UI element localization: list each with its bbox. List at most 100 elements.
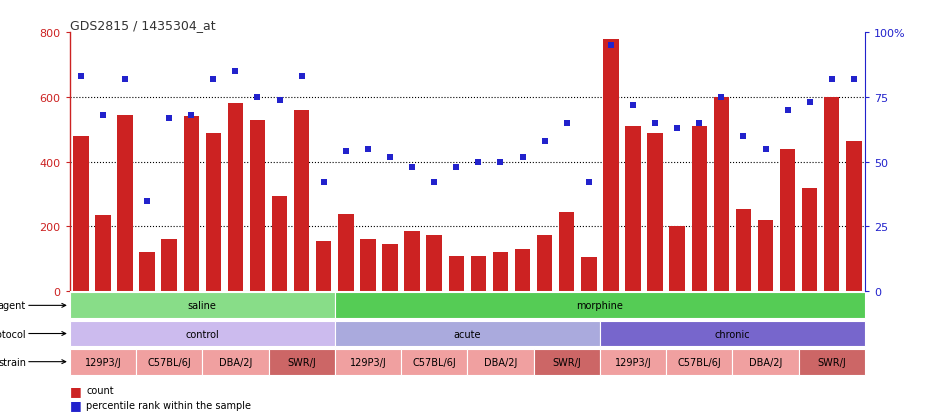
Bar — [666, 349, 733, 375]
Point — [647, 120, 662, 127]
Text: ■: ■ — [70, 384, 82, 397]
Text: C57BL/6J: C57BL/6J — [147, 357, 191, 367]
Bar — [117, 116, 133, 292]
Bar — [604, 40, 618, 292]
Text: strain: strain — [0, 357, 66, 367]
Bar — [713, 98, 729, 292]
Point — [515, 154, 530, 160]
Text: DBA/2J: DBA/2J — [219, 357, 252, 367]
Text: control: control — [185, 329, 219, 339]
Bar — [401, 349, 467, 375]
Text: GDS2815 / 1435304_at: GDS2815 / 1435304_at — [70, 19, 216, 32]
Bar — [468, 349, 534, 375]
Bar — [600, 321, 865, 347]
Bar — [427, 235, 442, 292]
Point — [493, 159, 508, 166]
Point — [294, 74, 309, 80]
Bar — [339, 214, 353, 292]
Point — [538, 138, 552, 145]
Text: morphine: morphine — [577, 301, 623, 311]
Bar — [360, 240, 376, 292]
Text: 129P3/J: 129P3/J — [85, 357, 121, 367]
Text: C57BL/6J: C57BL/6J — [412, 357, 456, 367]
Bar — [162, 240, 177, 292]
Bar — [405, 232, 419, 292]
Point — [692, 120, 707, 127]
Point — [604, 43, 618, 49]
Point — [758, 146, 773, 153]
Bar — [269, 349, 335, 375]
Bar — [515, 249, 530, 292]
Bar — [581, 258, 596, 292]
Bar — [537, 235, 552, 292]
Bar — [780, 150, 795, 292]
Point — [228, 69, 243, 75]
Point — [626, 102, 641, 109]
Point — [206, 76, 220, 83]
Point — [405, 164, 419, 171]
Bar — [382, 245, 398, 292]
Bar — [136, 349, 203, 375]
Text: percentile rank within the sample: percentile rank within the sample — [86, 400, 251, 410]
Bar — [335, 349, 401, 375]
Point — [272, 97, 287, 104]
Bar — [183, 117, 199, 292]
Point — [670, 126, 684, 132]
Bar — [625, 127, 641, 292]
Bar — [95, 216, 111, 292]
Text: SWR/J: SWR/J — [287, 357, 316, 367]
Point — [96, 112, 111, 119]
Text: saline: saline — [188, 301, 217, 311]
Point — [449, 164, 464, 171]
Point — [427, 180, 442, 186]
Bar — [600, 349, 666, 375]
Text: acute: acute — [454, 329, 481, 339]
Bar — [335, 293, 865, 318]
Bar — [802, 188, 817, 292]
Bar — [758, 221, 773, 292]
Text: protocol: protocol — [0, 329, 66, 339]
Bar — [316, 242, 331, 292]
Bar — [670, 227, 684, 292]
Point — [73, 74, 88, 80]
Point — [382, 154, 397, 160]
Point — [824, 76, 839, 83]
Bar — [733, 349, 799, 375]
Bar — [799, 349, 865, 375]
Bar — [70, 293, 335, 318]
Bar — [846, 141, 861, 292]
Point — [117, 76, 132, 83]
Bar — [534, 349, 600, 375]
Point — [780, 107, 795, 114]
Point — [714, 95, 729, 101]
Text: DBA/2J: DBA/2J — [749, 357, 782, 367]
Point — [162, 115, 177, 122]
Bar — [294, 111, 310, 292]
Point — [471, 159, 485, 166]
Bar — [448, 256, 464, 292]
Point — [339, 149, 353, 155]
Text: DBA/2J: DBA/2J — [484, 357, 517, 367]
Point — [316, 180, 331, 186]
Bar — [824, 98, 840, 292]
Point — [581, 180, 596, 186]
Bar — [203, 349, 269, 375]
Bar — [692, 127, 707, 292]
Bar — [70, 349, 136, 375]
Text: SWR/J: SWR/J — [552, 357, 581, 367]
Point — [140, 198, 154, 204]
Bar — [228, 104, 243, 292]
Bar — [250, 120, 265, 292]
Bar — [206, 133, 221, 292]
Point — [559, 120, 574, 127]
Point — [250, 95, 265, 101]
Point — [361, 146, 376, 153]
Bar — [736, 209, 751, 292]
Point — [846, 76, 861, 83]
Point — [184, 112, 199, 119]
Text: agent: agent — [0, 301, 66, 311]
Bar — [70, 321, 335, 347]
Text: SWR/J: SWR/J — [817, 357, 846, 367]
Bar — [559, 212, 575, 292]
Text: count: count — [86, 385, 114, 395]
